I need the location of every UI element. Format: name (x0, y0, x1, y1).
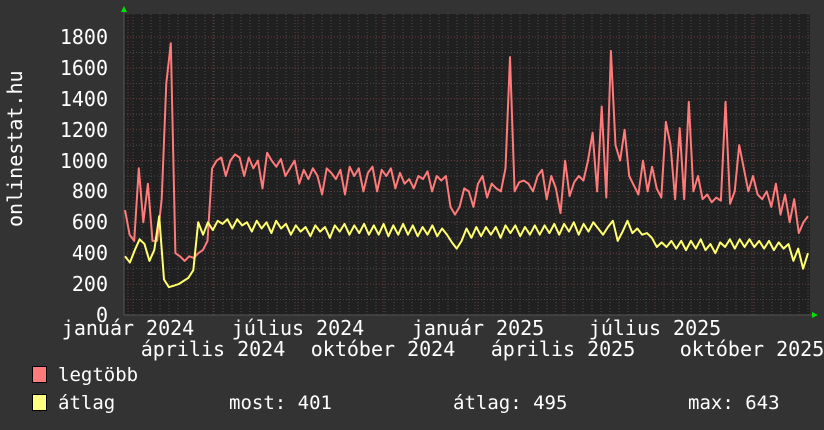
y-tick-label: 1400 (59, 86, 108, 111)
x-tick-label: július 2024 (231, 316, 365, 340)
x-tick-label: július 2025 (588, 316, 722, 340)
series-line-atlag (124, 215, 809, 289)
x-tick-label: január 2025 (411, 316, 545, 340)
stat-current: most: 401 (229, 392, 332, 414)
x-tick-label: október 2024 (310, 337, 456, 361)
y-axis-arrow-icon (121, 6, 127, 12)
legend-label-legtobb: legtöbb (58, 364, 139, 386)
legend-label-atlag: átlag (58, 392, 116, 414)
y-axis-title: onlinestat.hu (3, 70, 27, 227)
y-tick-label: 1600 (59, 55, 108, 80)
y-tick-label: 600 (71, 210, 108, 235)
legend-swatch-legtobb (32, 366, 47, 383)
y-tick-label: 1000 (59, 148, 108, 173)
y-tick-label: 800 (71, 179, 108, 204)
x-tick-label: április 2025 (490, 337, 636, 361)
y-tick-label: 0 (95, 303, 108, 327)
x-axis-arrow-icon (812, 312, 818, 318)
x-tick-label: január 2024 (61, 316, 195, 340)
plot-background (124, 14, 810, 315)
y-tick-label: 1800 (59, 25, 108, 49)
y-tick-label: 1200 (59, 117, 108, 142)
x-tick-label: április 2024 (140, 337, 286, 361)
legend-swatch-atlag (32, 394, 47, 411)
stat-average: átlag: 495 (453, 392, 568, 414)
x-tick-label: október 2025 (679, 337, 824, 361)
series-line-legtobb (124, 42, 809, 262)
y-tick-label: 200 (71, 272, 108, 297)
stat-max: max: 643 (688, 392, 780, 414)
y-tick-label: 400 (71, 241, 108, 266)
